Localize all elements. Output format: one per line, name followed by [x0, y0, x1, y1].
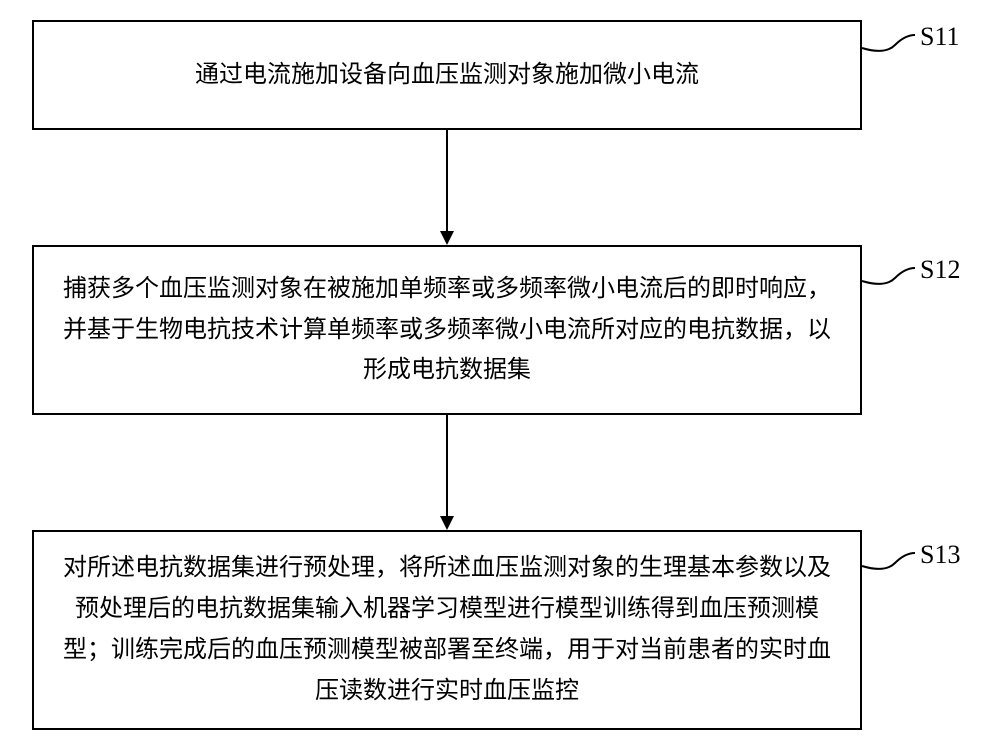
flowchart-node-s13: 对所述电抗数据集进行预处理，将所述血压监测对象的生理基本参数以及预处理后的电抗数…	[32, 530, 862, 730]
node-text: 捕获多个血压监测对象在被施加单频率或多频率微小电流后的即时响应，并基于生物电抗技…	[58, 269, 836, 391]
node-label-s13: S13	[920, 540, 960, 570]
node-label-s11: S11	[920, 22, 960, 52]
node-text: 对所述电抗数据集进行预处理，将所述血压监测对象的生理基本参数以及预处理后的电抗数…	[58, 548, 836, 711]
flowchart-container: 通过电流施加设备向血压监测对象施加微小电流 S11 捕获多个血压监测对象在被施加…	[0, 0, 1000, 740]
node-text: 通过电流施加设备向血压监测对象施加微小电流	[195, 55, 699, 96]
flowchart-node-s11: 通过电流施加设备向血压监测对象施加微小电流	[32, 20, 862, 130]
node-label-s12: S12	[920, 255, 960, 285]
flowchart-node-s12: 捕获多个血压监测对象在被施加单频率或多频率微小电流后的即时响应，并基于生物电抗技…	[32, 245, 862, 415]
